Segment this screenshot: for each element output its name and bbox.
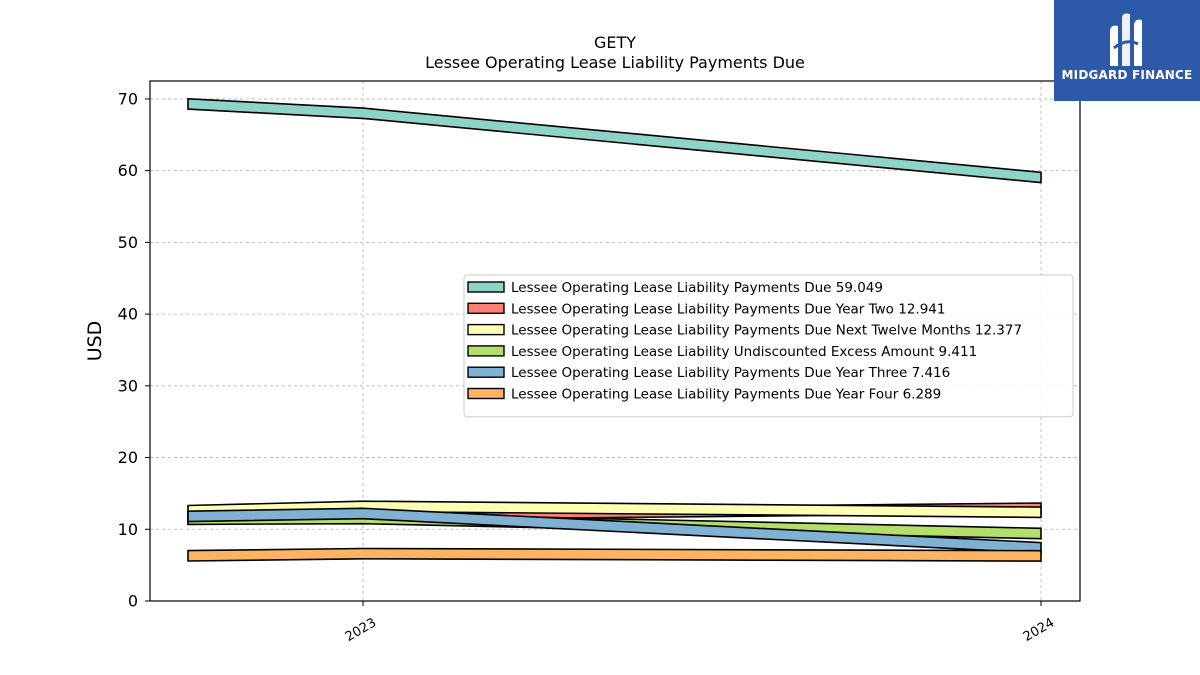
legend-swatch-0 <box>467 281 505 293</box>
legend-swatch-1 <box>467 302 505 314</box>
series-band-0 <box>187 97 1042 184</box>
midgard-logo-icon <box>1110 13 1142 67</box>
legend-swatch-4 <box>467 366 505 378</box>
y-tick-label: 60 <box>118 161 138 180</box>
y-tick-label: 0 <box>128 592 138 611</box>
legend-swatch-5 <box>467 387 505 400</box>
brand-logo: MIDGARD FINANCE <box>1054 0 1200 101</box>
series-layer <box>187 97 1042 562</box>
legend-entry-2: Lessee Operating Lease Liability Payment… <box>511 323 1022 339</box>
x-tick-label: 2024 <box>1021 615 1057 645</box>
legend: Lessee Operating Lease Liability Payment… <box>463 274 1074 418</box>
legend-entry-0: Lessee Operating Lease Liability Payment… <box>511 280 883 296</box>
y-tick-label: 20 <box>118 448 138 467</box>
chart-title: GETY <box>594 33 636 52</box>
legend-swatch-2 <box>467 323 505 336</box>
plot-frame <box>149 80 1081 602</box>
legend-swatch-3 <box>467 345 505 357</box>
y-tick-label: 50 <box>118 233 138 252</box>
legend-entry-5: Lessee Operating Lease Liability Payment… <box>511 387 941 403</box>
y-tick-label: 70 <box>118 89 138 108</box>
x-tick-label: 2023 <box>343 615 379 645</box>
series-band-5 <box>187 547 1042 562</box>
legend-entry-1: Lessee Operating Lease Liability Payment… <box>511 301 945 317</box>
legend-entry-3: Lessee Operating Lease Liability Undisco… <box>511 344 977 360</box>
chart-subtitle: Lessee Operating Lease Liability Payment… <box>425 53 805 72</box>
y-tick-label: 30 <box>118 376 138 395</box>
y-axis-label: USD <box>84 321 106 362</box>
legend-box <box>463 274 1074 418</box>
legend-entry-4: Lessee Operating Lease Liability Payment… <box>511 365 950 381</box>
y-tick-label: 10 <box>118 520 138 539</box>
brand-name: MIDGARD FINANCE <box>1061 68 1193 82</box>
y-tick-label: 40 <box>118 305 138 324</box>
